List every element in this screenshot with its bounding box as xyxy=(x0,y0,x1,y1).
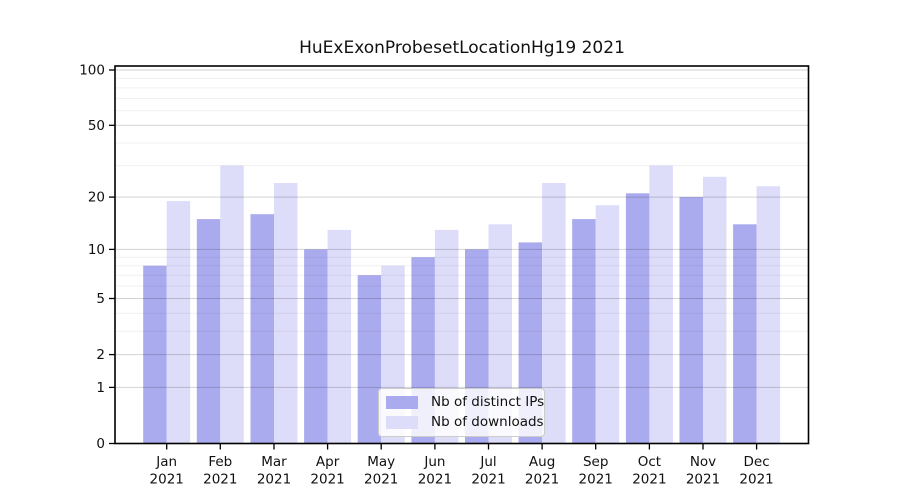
bar-dec-nb-of-distinct-ips xyxy=(733,224,757,444)
bar-nov-nb-of-distinct-ips xyxy=(679,197,703,444)
y-tick-label-20: 20 xyxy=(88,190,105,206)
x-tick-label-month-oct: Oct xyxy=(638,454,661,470)
bar-aug-nb-of-downloads xyxy=(542,183,566,444)
y-tick-label-0: 0 xyxy=(96,436,105,452)
x-tick-label-month-apr: Apr xyxy=(316,454,340,470)
y-tick-label-50: 50 xyxy=(88,118,105,134)
legend-swatch-downloads xyxy=(386,415,418,429)
x-tick-label-year-mar: 2021 xyxy=(257,472,291,488)
x-tick-label-year-feb: 2021 xyxy=(203,472,237,488)
bar-nov-nb-of-downloads xyxy=(703,176,727,444)
x-tick-label-year-sep: 2021 xyxy=(579,472,613,488)
x-tick-label-month-dec: Dec xyxy=(744,454,770,470)
x-tick-label-month-jun: Jun xyxy=(423,454,445,470)
x-tick-label-year-apr: 2021 xyxy=(310,472,344,488)
bar-dec-nb-of-downloads xyxy=(756,186,781,444)
x-tick-label-month-feb: Feb xyxy=(208,454,232,470)
chart-title: HuExExonProbesetLocationHg19 2021 xyxy=(299,38,625,58)
x-tick-label-month-nov: Nov xyxy=(690,454,716,470)
bar-jan-nb-of-downloads xyxy=(166,201,191,444)
bar-apr-nb-of-distinct-ips xyxy=(304,249,328,444)
plot-frame xyxy=(114,65,810,445)
x-tick-label-year-nov: 2021 xyxy=(686,472,720,488)
x-axis-tick-labels: Jan 2021 Feb 2021 Mar 2021 Apr 2021 May 2021 Jun 20… xyxy=(150,454,774,488)
x-tick-label-year-aug: 2021 xyxy=(525,472,559,488)
x-tick-label-month-sep: Sep xyxy=(583,454,608,470)
x-tick-label-month-may: May xyxy=(367,454,395,470)
x-tick-label-year-jan: 2021 xyxy=(150,472,184,488)
y-axis-tick-labels: 0 1 2 5 10 20 50 100 xyxy=(79,63,105,453)
bar-oct-nb-of-downloads xyxy=(649,165,673,444)
y-tick-label-1: 1 xyxy=(96,380,105,396)
legend: Nb of distinct IPs Nb of downloads xyxy=(378,388,545,437)
bar-may-nb-of-distinct-ips xyxy=(357,275,382,444)
legend-label-distinct-ips: Nb of distinct IPs xyxy=(431,394,545,411)
bar-apr-nb-of-downloads xyxy=(327,229,352,444)
plot-border xyxy=(114,65,810,445)
x-tick-label-month-jan: Jan xyxy=(155,454,177,470)
y-tick-label-100: 100 xyxy=(79,63,105,79)
x-tick-label-year-oct: 2021 xyxy=(632,472,666,488)
x-tick-label-year-jun: 2021 xyxy=(418,472,452,488)
y-tick-label-2: 2 xyxy=(96,347,105,363)
legend-label-downloads: Nb of downloads xyxy=(431,413,544,430)
axis-ticks xyxy=(109,69,758,450)
bar-feb-nb-of-distinct-ips xyxy=(196,219,221,444)
legend-swatch-distinct-ips xyxy=(386,396,418,410)
legend-item-downloads: Nb of downloads xyxy=(386,414,544,431)
y-tick-label-10: 10 xyxy=(88,242,105,258)
x-tick-label-year-may: 2021 xyxy=(364,472,398,488)
bar-sep-nb-of-downloads xyxy=(595,205,620,444)
bar-feb-nb-of-downloads xyxy=(220,165,244,444)
bar-mar-nb-of-distinct-ips xyxy=(250,214,274,444)
x-tick-label-month-jul: Jul xyxy=(479,454,496,470)
bar-jan-nb-of-distinct-ips xyxy=(143,265,167,444)
x-tick-label-month-aug: Aug xyxy=(529,454,555,470)
y-tick-label-5: 5 xyxy=(96,291,105,307)
gridlines-group xyxy=(115,69,809,388)
bar-mar-nb-of-downloads xyxy=(274,183,298,444)
bar-oct-nb-of-distinct-ips xyxy=(625,193,650,444)
x-tick-label-year-jul: 2021 xyxy=(471,472,505,488)
legend-item-distinct-ips: Nb of distinct IPs xyxy=(386,394,544,411)
bar-sep-nb-of-distinct-ips xyxy=(572,219,596,444)
x-tick-label-year-dec: 2021 xyxy=(739,472,773,488)
x-tick-label-month-mar: Mar xyxy=(261,454,287,470)
